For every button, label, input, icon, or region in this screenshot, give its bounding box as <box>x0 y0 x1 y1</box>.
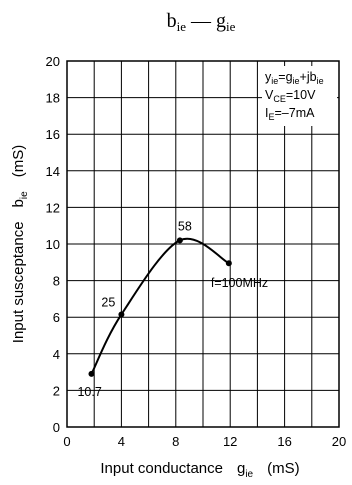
x-tick-label: 20 <box>332 434 346 449</box>
point-label: 10.7 <box>77 385 101 399</box>
y-tick-label: 8 <box>53 274 60 289</box>
y-tick-label: 12 <box>46 200 60 215</box>
chart-title: bie — gie <box>167 10 236 34</box>
y-tick-label: 14 <box>46 164 60 179</box>
data-point <box>225 260 232 267</box>
annotation-line: yie=gie+jbie <box>265 70 324 86</box>
y-tick-label: 18 <box>46 91 60 106</box>
annotation-line: IE=–7mA <box>265 106 315 122</box>
annotations: yie=gie+jbie VCE=10V IE=–7mA <box>265 70 324 122</box>
y-tick-labels: 0 2 4 6 8 10 12 14 16 18 20 <box>46 54 60 435</box>
x-tick-labels: 0 4 8 12 16 20 <box>63 434 346 449</box>
y-tick-label: 20 <box>46 54 60 69</box>
x-tick-label: 16 <box>277 434 291 449</box>
x-tick-label: 8 <box>172 434 179 449</box>
data-point <box>118 311 125 318</box>
point-label: 25 <box>101 295 115 309</box>
y-tick-label: 16 <box>46 127 60 142</box>
y-axis-label: Input susceptancebie(mS) <box>10 145 30 343</box>
y-tick-label: 4 <box>53 347 60 362</box>
y-tick-label: 2 <box>53 383 60 398</box>
y-tick-label: 10 <box>46 237 60 252</box>
series: 10.7 25 58 f=100MHz <box>77 219 268 399</box>
x-axis-label: Input conductance gie (mS) <box>100 460 299 480</box>
y-tick-label: 6 <box>53 310 60 325</box>
data-point <box>176 237 183 244</box>
annotation-box <box>262 66 337 126</box>
plot-frame <box>66 60 340 428</box>
y-tick-label: 0 <box>53 420 60 435</box>
x-tick-label: 0 <box>63 434 70 449</box>
x-tick-label: 12 <box>223 434 237 449</box>
data-point <box>88 370 95 377</box>
x-tick-label: 4 <box>118 434 125 449</box>
point-label: f=100MHz <box>211 276 268 290</box>
annotation-line: VCE=10V <box>265 88 316 104</box>
series-curve <box>90 237 230 375</box>
point-label: 58 <box>178 219 192 233</box>
